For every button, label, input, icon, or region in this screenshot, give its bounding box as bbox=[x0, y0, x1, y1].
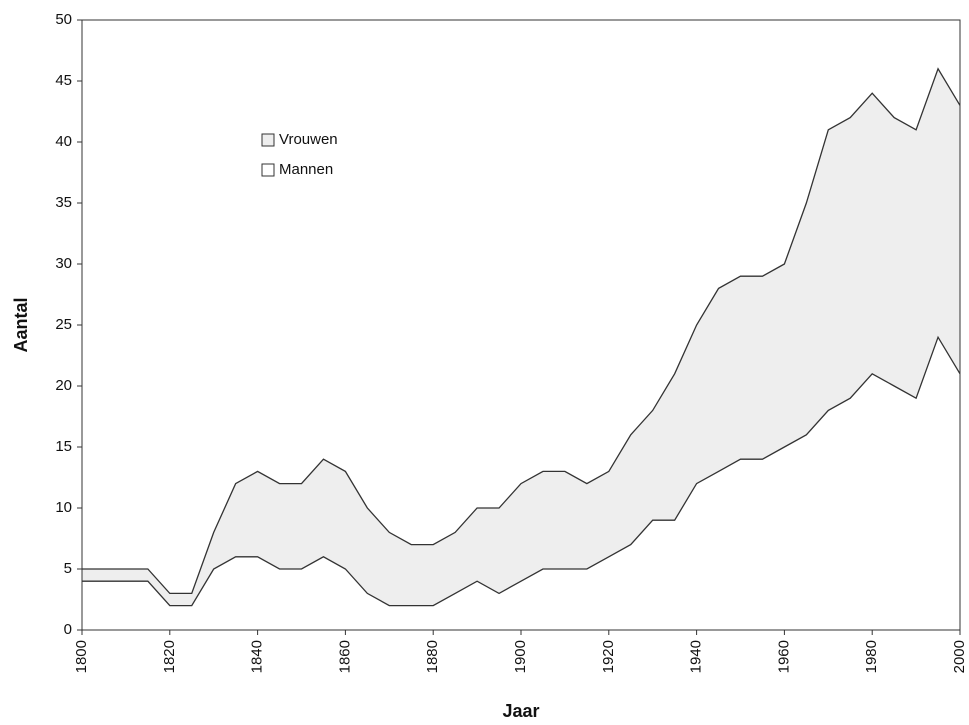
area-fill bbox=[82, 337, 960, 630]
x-tick-label: 1860 bbox=[336, 640, 353, 673]
y-tick-label: 25 bbox=[55, 316, 72, 333]
x-tick-label: 1840 bbox=[249, 640, 266, 673]
y-tick-label: 20 bbox=[55, 377, 72, 394]
series-line bbox=[82, 67, 961, 595]
x-tick-label: 1920 bbox=[600, 640, 617, 673]
y-tick-label: 0 bbox=[64, 621, 72, 638]
x-tick-label: 1880 bbox=[424, 640, 441, 673]
y-tick-label: 45 bbox=[55, 72, 72, 89]
x-tick-label: 1940 bbox=[688, 640, 705, 673]
area-fill bbox=[82, 68, 960, 606]
x-tick-label: 1820 bbox=[161, 640, 178, 673]
y-tick-label: 50 bbox=[55, 11, 72, 28]
legend-swatch bbox=[261, 133, 275, 147]
series-line bbox=[82, 335, 961, 607]
legend-swatch bbox=[261, 163, 275, 177]
x-tick-label: 1960 bbox=[775, 640, 792, 673]
x-axis-title: Jaar bbox=[502, 701, 539, 721]
x-tick-label: 1800 bbox=[73, 640, 90, 673]
x-tick-label: 1980 bbox=[863, 640, 880, 673]
x-tick-label: 1900 bbox=[512, 640, 529, 673]
y-tick-label: 10 bbox=[55, 499, 72, 516]
x-tick-label: 2000 bbox=[951, 640, 968, 673]
y-tick-label: 35 bbox=[55, 194, 72, 211]
legend-label: Mannen bbox=[279, 161, 333, 178]
legend-label: Vrouwen bbox=[279, 131, 338, 148]
y-tick-label: 15 bbox=[55, 438, 72, 455]
y-tick-label: 40 bbox=[55, 133, 72, 150]
y-axis-title: Aantal bbox=[11, 297, 31, 352]
y-tick-label: 30 bbox=[55, 255, 72, 272]
y-tick-label: 5 bbox=[64, 560, 72, 577]
